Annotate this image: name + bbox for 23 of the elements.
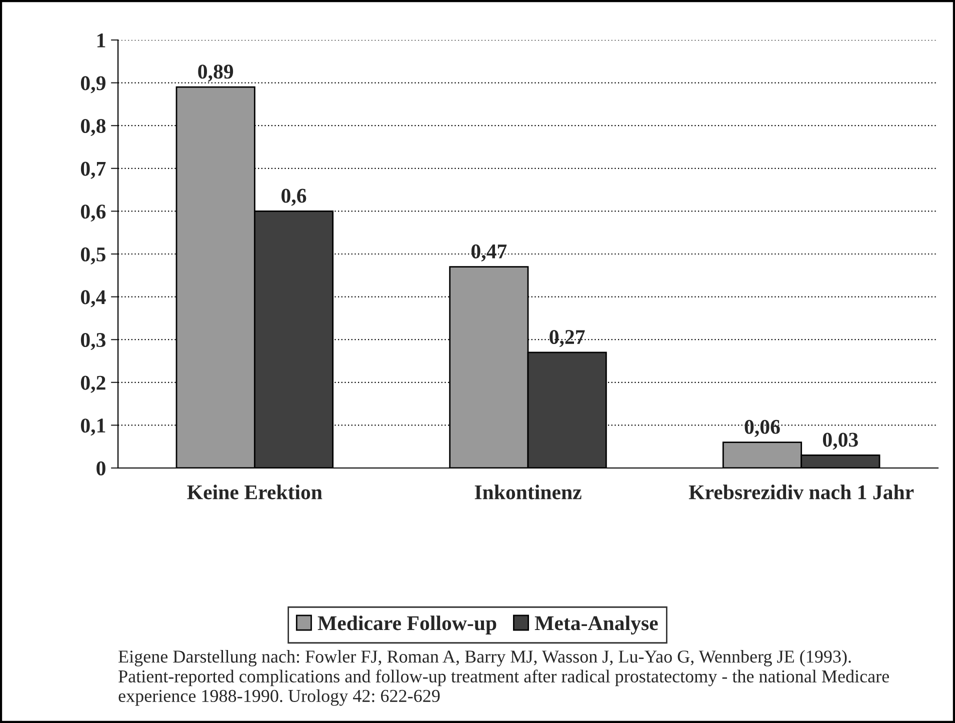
y-tick-label: 0,6 — [80, 204, 106, 222]
data-label: 0,89 — [198, 64, 234, 82]
data-label: 0,03 — [822, 432, 858, 450]
y-tick-label: 0,1 — [80, 418, 106, 436]
y-tick-label: 0,8 — [80, 118, 106, 136]
x-tick-label: Keine Erektion — [187, 484, 322, 500]
y-tick-label: 1 — [97, 33, 106, 48]
legend-label: Medicare Follow-up — [318, 616, 496, 634]
y-tick-label: 0,7 — [80, 162, 106, 179]
data-label: 0,6 — [282, 188, 306, 206]
data-label: 0,06 — [744, 420, 780, 437]
y-tick-label: 0,5 — [80, 247, 106, 264]
y-tick-label: 0,9 — [80, 76, 106, 94]
legend-label: Meta-Analyse — [534, 616, 658, 635]
y-tick-label: 0,4 — [80, 290, 106, 308]
y-tick-label: 0,3 — [80, 332, 106, 350]
x-tick-label: Krebsrezidiv nach 1 Jahr — [688, 484, 914, 500]
y-tick-label: 0,2 — [80, 376, 106, 393]
data-label: 0,27 — [550, 330, 585, 348]
y-tick-label: 0 — [96, 461, 106, 476]
text: Eigene Darstellung nach: Fowler FJ, Roman A, Barry MJ, Wasson J, Lu-Yao G, Wennberg JE (1993). Patient-reported complications and follow-up treatment after radical prostatectomy - the national Medicare experience 1988-1990. Urology 42: 622-629 — [118, 650, 889, 706]
data-label: 0,47 — [471, 244, 507, 262]
x-tick-label: Inkontinenz — [474, 484, 582, 500]
